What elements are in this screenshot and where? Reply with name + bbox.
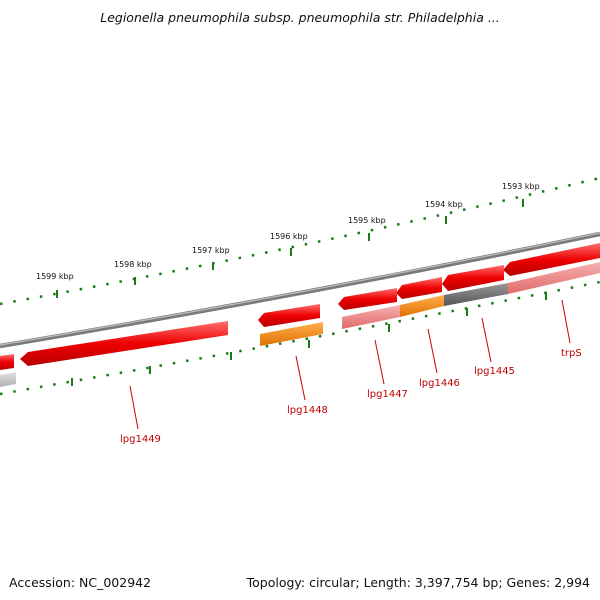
kbp-label-1594: 1594 kbp bbox=[425, 200, 463, 209]
outer-ruler-dots bbox=[0, 176, 600, 306]
kbp-label-1598: 1598 kbp bbox=[114, 260, 152, 269]
gene-lpg1447-arrow[interactable] bbox=[338, 288, 397, 310]
label-leaders bbox=[129, 299, 571, 430]
accession-text: Accession: NC_002942 bbox=[9, 575, 152, 590]
gene-label-trpS[interactable]: trpS bbox=[561, 348, 582, 359]
gene-trpS-arrow[interactable] bbox=[503, 243, 600, 276]
gene-label-lpg1448[interactable]: lpg1448 bbox=[287, 405, 328, 416]
gene-lpg1445-arrow[interactable] bbox=[442, 265, 504, 291]
kbp-label-1593: 1593 kbp bbox=[502, 182, 540, 191]
gene-label-lpg1446[interactable]: lpg1446 bbox=[419, 378, 460, 389]
band-lpg1445 bbox=[444, 283, 508, 306]
band-lpg1447 bbox=[342, 305, 400, 329]
gene-label-lpg1449[interactable]: lpg1449 bbox=[120, 434, 161, 445]
band-lpg1446 bbox=[400, 295, 444, 317]
gene-lpg1449-arrow[interactable] bbox=[20, 321, 228, 366]
gene-lpg1446-arrow[interactable] bbox=[396, 277, 442, 299]
gene-label-lpg1447[interactable]: lpg1447 bbox=[367, 389, 408, 400]
gene-label-lpg1445[interactable]: lpg1445 bbox=[474, 366, 515, 377]
band-lpg1448 bbox=[260, 322, 323, 346]
kbp-label-1599: 1599 kbp bbox=[36, 272, 74, 281]
band-left-edge bbox=[0, 372, 16, 387]
inner-ruler-ticks bbox=[71, 292, 547, 386]
gene-lpg1448-arrow[interactable] bbox=[258, 304, 320, 327]
kbp-label-1596: 1596 kbp bbox=[270, 232, 308, 241]
outer-ruler-ticks bbox=[56, 199, 524, 298]
band-trpS bbox=[508, 262, 600, 294]
kbp-label-1595: 1595 kbp bbox=[348, 216, 386, 225]
genome-backbone bbox=[0, 231, 600, 349]
kbp-label-1597: 1597 kbp bbox=[192, 246, 230, 255]
gene-left-edge-arrow[interactable] bbox=[0, 354, 14, 370]
map-title: Legionella pneumophila subsp. pneumophil… bbox=[100, 10, 500, 25]
genome-summary-text: Topology: circular; Length: 3,397,754 bp… bbox=[246, 575, 590, 590]
